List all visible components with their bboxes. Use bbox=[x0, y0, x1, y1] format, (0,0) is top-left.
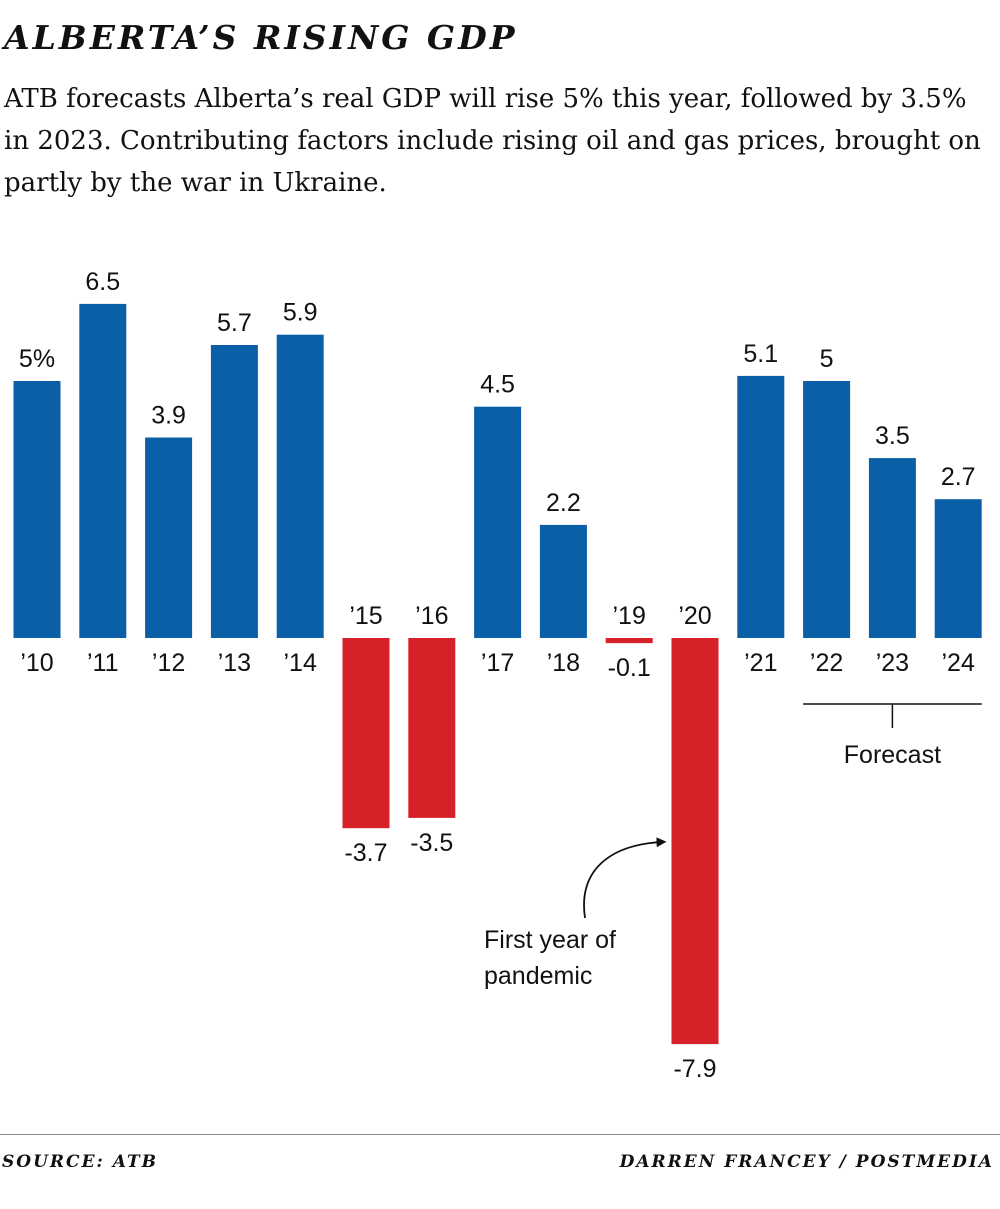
source-note: SOURCE: ATB bbox=[2, 1152, 158, 1172]
tick-label: ’17 bbox=[481, 649, 514, 677]
tick-label: ’11 bbox=[87, 649, 119, 677]
data-label: 2.2 bbox=[546, 489, 581, 517]
tick-label: ’23 bbox=[876, 649, 909, 677]
tick-label: ’15 bbox=[349, 602, 382, 630]
bar bbox=[13, 381, 61, 638]
bar bbox=[145, 437, 193, 638]
data-label: 3.5 bbox=[875, 422, 910, 450]
bar bbox=[408, 638, 456, 818]
pandemic-annotation-line: First year of bbox=[484, 926, 616, 954]
data-label: 4.5 bbox=[480, 371, 515, 399]
bar bbox=[737, 375, 785, 638]
annotations-group: Forecast First year of pandemic bbox=[484, 703, 982, 990]
tick-label: ’24 bbox=[942, 649, 975, 677]
bars-group bbox=[13, 303, 982, 1045]
bar bbox=[605, 638, 653, 644]
data-label: -3.5 bbox=[410, 829, 453, 857]
data-label: 5% bbox=[19, 345, 55, 373]
bar bbox=[342, 638, 390, 829]
bar bbox=[671, 638, 719, 1045]
data-label: 6.5 bbox=[85, 268, 120, 296]
data-label: -0.1 bbox=[608, 654, 651, 682]
tick-label: ’16 bbox=[415, 602, 448, 630]
gdp-bar-chart: 5% ’10 6.5 ’11 3.9 ’12 5.7 ’13 5.9 ’14 ’15 -3.7 ’16 -… bbox=[13, 268, 982, 1083]
tick-label: ’14 bbox=[284, 649, 317, 677]
tick-label: ’18 bbox=[547, 649, 580, 677]
chart-title: ALBERTA’S RISING GDP bbox=[4, 18, 518, 57]
bar bbox=[803, 381, 851, 638]
data-label: 3.9 bbox=[151, 402, 186, 430]
tick-label: ’10 bbox=[20, 649, 53, 677]
forecast-label: Forecast bbox=[844, 741, 941, 769]
tick-label: ’22 bbox=[810, 649, 843, 677]
bar bbox=[539, 524, 587, 638]
data-label: 5.7 bbox=[217, 309, 252, 337]
data-label: 5.1 bbox=[743, 340, 778, 368]
tick-label: ’19 bbox=[613, 602, 646, 630]
bar bbox=[474, 406, 522, 638]
tick-label: ’12 bbox=[152, 649, 185, 677]
bar bbox=[934, 499, 982, 638]
labels-group: 5% ’10 6.5 ’11 3.9 ’12 5.7 ’13 5.9 ’14 ’15 -3.7 ’16 -… bbox=[19, 268, 976, 1083]
tick-label: ’13 bbox=[218, 649, 251, 677]
bar bbox=[276, 334, 324, 638]
data-label: 2.7 bbox=[941, 463, 976, 491]
data-label: 5 bbox=[820, 345, 834, 373]
pandemic-arrow bbox=[583, 837, 667, 919]
bar bbox=[868, 458, 916, 638]
tick-label: ’21 bbox=[744, 649, 777, 677]
data-label: -3.7 bbox=[344, 839, 387, 867]
data-label: 5.9 bbox=[283, 299, 318, 327]
bar bbox=[79, 303, 127, 638]
chart-subtitle: ATB forecasts Alberta’s real GDP will ri… bbox=[4, 84, 981, 198]
tick-label: ’20 bbox=[678, 602, 711, 630]
credit-note: DARREN FRANCEY / POSTMEDIA bbox=[619, 1152, 994, 1172]
bar bbox=[210, 345, 258, 638]
footer-rule bbox=[0, 1134, 1000, 1135]
data-label: -7.9 bbox=[673, 1055, 716, 1083]
pandemic-annotation-line: pandemic bbox=[484, 962, 592, 990]
